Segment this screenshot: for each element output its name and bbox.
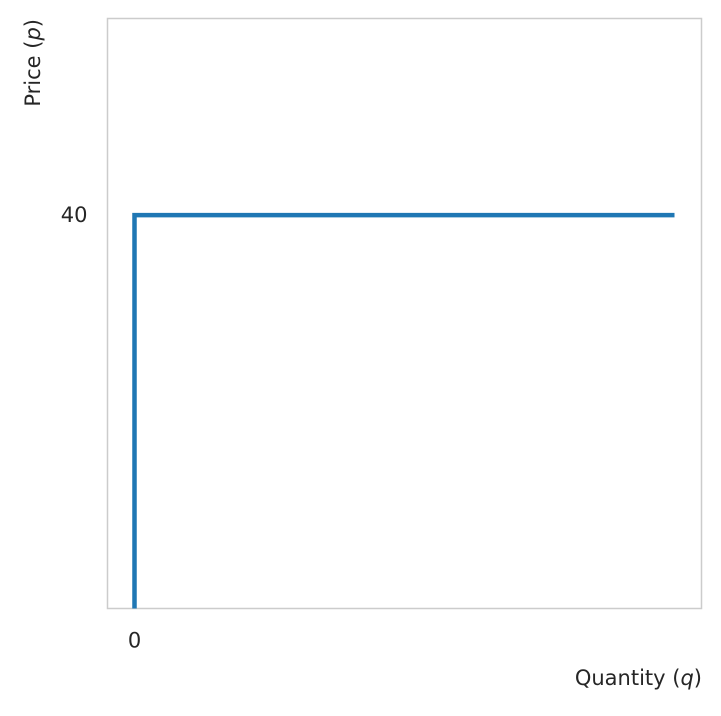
series-layer (132, 212, 675, 609)
x-tick-label-0: 0 (128, 629, 141, 653)
plot-area-frame (106, 17, 703, 610)
tick-layer: 0 40 (61, 203, 141, 652)
y-axis-label: Price (p) (21, 19, 45, 107)
x-axis-label: Quantity (q) (575, 666, 702, 690)
y-tick-label-0: 40 (61, 203, 88, 227)
series-line-0 (132, 212, 675, 609)
